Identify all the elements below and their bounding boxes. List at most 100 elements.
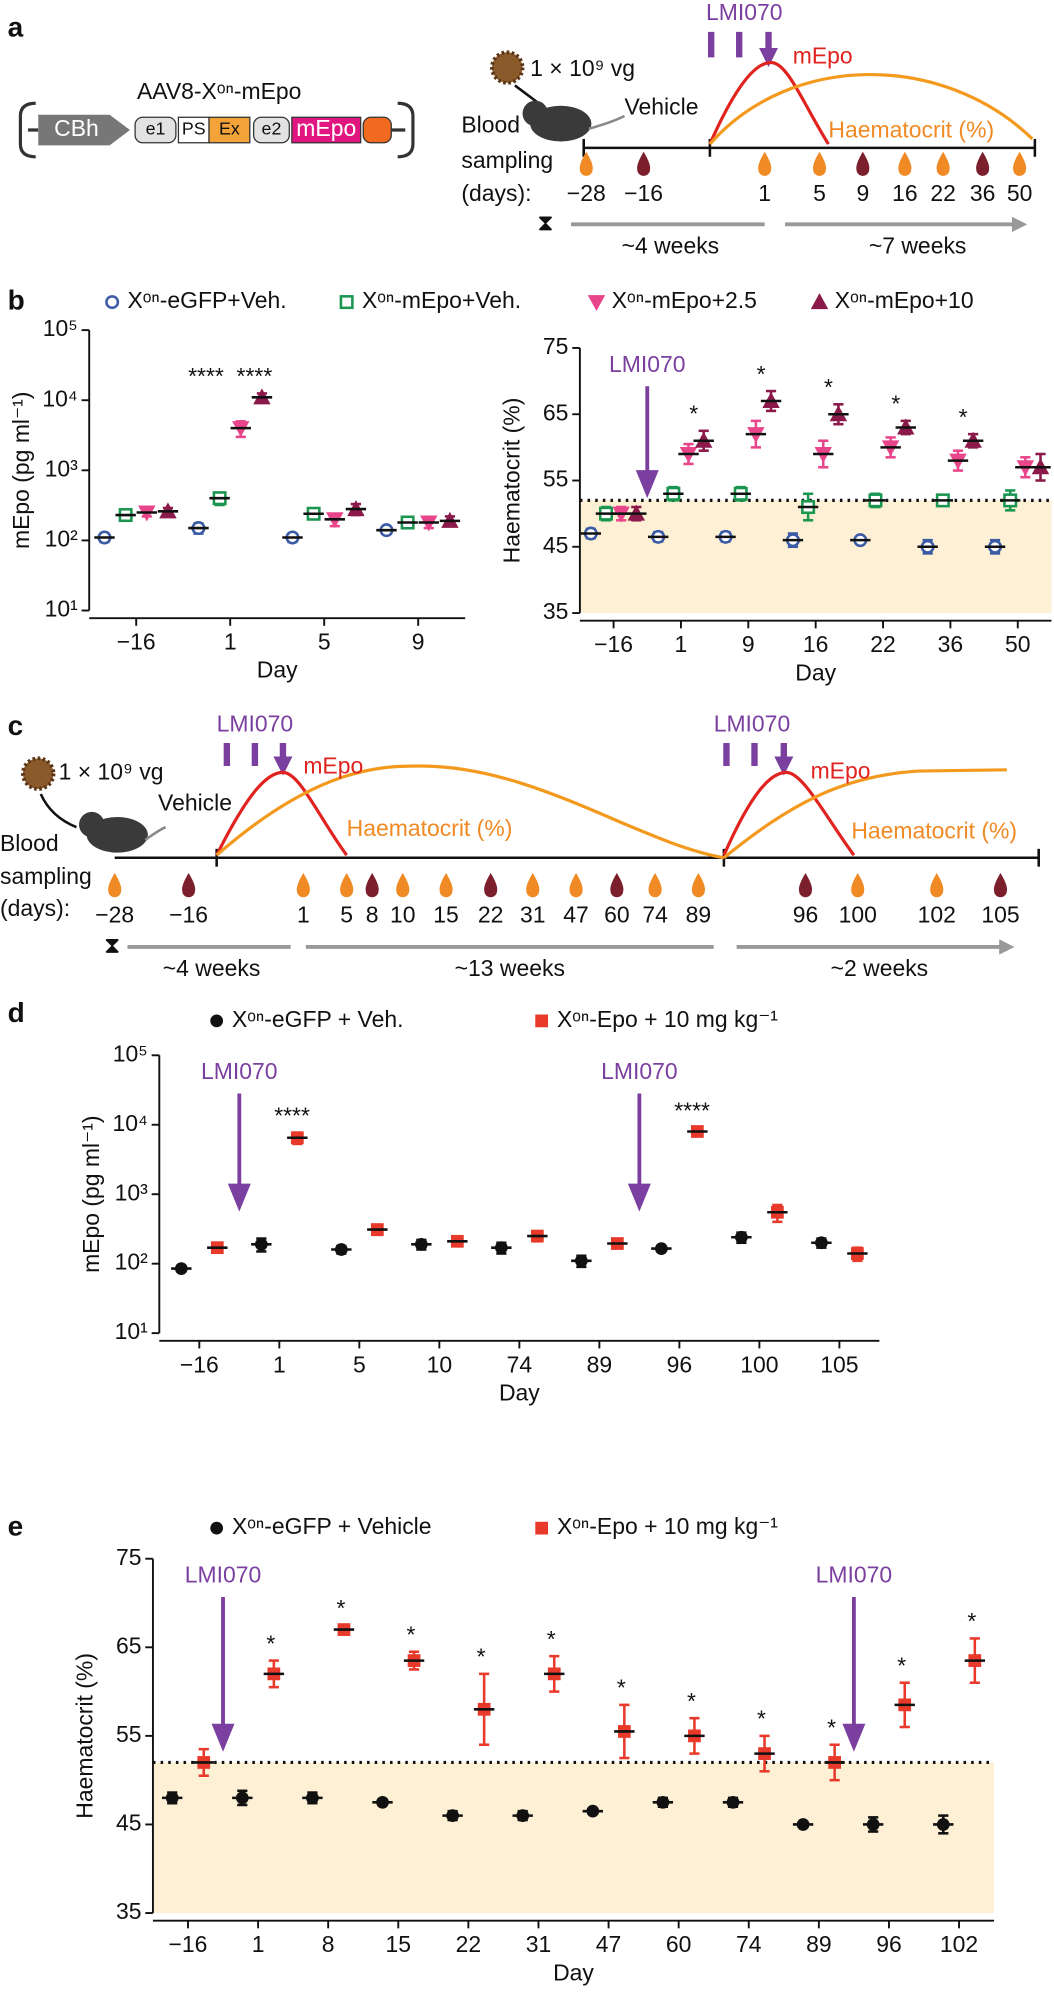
legend-marker xyxy=(535,1014,549,1028)
gene xyxy=(291,116,362,144)
legend-marker xyxy=(210,1521,224,1535)
drug-label: LMI070 xyxy=(201,1058,278,1084)
y-tick-label: 35 xyxy=(543,598,569,624)
x-tick-label: 47 xyxy=(596,1931,622,1957)
element-label: mEpo xyxy=(296,115,356,141)
itr xyxy=(18,101,415,159)
drug-arrowhead xyxy=(211,1723,235,1752)
drug-arrows xyxy=(707,31,768,57)
annotation: * xyxy=(266,1630,275,1656)
panel-a: a AAV8-Xᵒⁿ-mEpo CBh e1 PS Ex e2 mEpo 1 ×… xyxy=(8,0,1037,258)
legend-label: Xᵒⁿ-eGFP+Veh. xyxy=(127,287,286,313)
day-label: 22 xyxy=(478,901,504,927)
day-label: 60 xyxy=(604,901,630,927)
annotation: * xyxy=(891,391,900,417)
threshold-region xyxy=(152,1762,995,1914)
y-tick-label: 55 xyxy=(543,466,569,492)
drug-label: LMI070 xyxy=(601,1058,678,1084)
blood-drop xyxy=(108,873,122,898)
element-label: PS xyxy=(182,119,206,139)
legend-label: Xᵒⁿ-eGFP + Vehicle xyxy=(232,1513,432,1539)
curve-label: mEpo xyxy=(811,757,871,783)
x-tick-label: 8 xyxy=(322,1931,335,1957)
y-tick-label: 10² xyxy=(45,525,79,551)
blood-drop xyxy=(976,151,990,176)
panel-label: a xyxy=(8,12,24,43)
element-label: CBh xyxy=(54,115,99,141)
y-axis-title: mEpo (pg ml⁻¹) xyxy=(8,392,34,549)
sampling-label: (days): xyxy=(461,180,531,206)
blood-drop xyxy=(851,873,865,898)
annotation: * xyxy=(617,1675,626,1701)
blood-drop xyxy=(637,151,651,176)
vehicle: Vehicle xyxy=(624,93,698,119)
day-label: 16 xyxy=(892,180,918,206)
mouse-icon xyxy=(522,100,549,127)
duration-label: ~4 weeks xyxy=(622,232,720,258)
x-axis-title: Day xyxy=(795,659,836,685)
day-label: 15 xyxy=(433,901,459,927)
day-label: 36 xyxy=(970,180,996,206)
promoter xyxy=(38,114,130,146)
day-label: −16 xyxy=(169,901,208,927)
day-label: 100 xyxy=(839,901,877,927)
y-axis-title: Haematocrit (%) xyxy=(499,398,525,564)
day-label: 74 xyxy=(642,901,668,927)
x-tick-label: 102 xyxy=(940,1931,978,1957)
legend-label: Xᵒⁿ-mEpo+10 xyxy=(835,287,974,313)
y-tick-label: 10¹ xyxy=(45,596,79,622)
x-tick-label: 16 xyxy=(803,631,829,657)
curve-label: mEpo xyxy=(303,752,363,778)
annotation: **** xyxy=(237,363,273,389)
x-tick-label: 89 xyxy=(587,1351,613,1377)
day-label: 50 xyxy=(1007,180,1033,206)
curve-label: Haematocrit (%) xyxy=(828,116,994,142)
annotation: * xyxy=(967,1608,976,1634)
x-tick-label: 36 xyxy=(938,631,964,657)
arrow xyxy=(39,793,77,829)
mouse-tail xyxy=(588,114,626,130)
duration-label: ~7 weeks xyxy=(869,232,967,258)
annotation: * xyxy=(827,1715,836,1741)
legend-label: Xᵒⁿ-eGFP + Veh. xyxy=(232,1006,404,1032)
mouse-icon xyxy=(79,811,105,838)
x-tick-label: 74 xyxy=(736,1931,762,1957)
dose: 1 × 10⁹ vg xyxy=(530,55,635,81)
x-tick-label: 96 xyxy=(876,1931,902,1957)
x-tick-label: 96 xyxy=(667,1351,693,1377)
day-label: 5 xyxy=(813,180,826,206)
x-tick-label: 9 xyxy=(742,631,755,657)
blood-drop xyxy=(365,873,379,898)
panel-label: d xyxy=(8,997,25,1028)
drug-arrows xyxy=(723,743,783,766)
day-label: −16 xyxy=(624,180,663,206)
curve-label: mEpo xyxy=(793,42,853,68)
legend-marker xyxy=(339,295,354,310)
hourglass: ⧗ xyxy=(104,932,120,958)
exon xyxy=(252,116,290,144)
legend-label: Xᵒⁿ-Epo + 10 mg kg⁻¹ xyxy=(557,1006,778,1032)
x-tick-label: 15 xyxy=(386,1931,412,1957)
x-tick-label: 105 xyxy=(820,1351,858,1377)
annotation: * xyxy=(687,1688,696,1714)
day-label: 89 xyxy=(686,901,712,927)
legend-label: Xᵒⁿ-Epo + 10 mg kg⁻¹ xyxy=(557,1513,778,1539)
sampling-label: sampling xyxy=(0,863,92,889)
day-label: 96 xyxy=(793,901,819,927)
element-label: e1 xyxy=(146,119,166,139)
drug-arrowhead xyxy=(842,1723,866,1752)
day-label: 10 xyxy=(390,901,416,927)
vehicle: Vehicle xyxy=(158,789,232,815)
drug-label: LMI070 xyxy=(217,710,294,736)
blood-drop xyxy=(526,873,540,898)
y-axis-title: mEpo (pg ml⁻¹) xyxy=(78,1116,104,1273)
blood-drop xyxy=(758,151,772,176)
day-label: 105 xyxy=(981,901,1019,927)
sampling-label: sampling xyxy=(461,147,553,173)
blood-drop xyxy=(484,873,498,898)
y-tick-label: 10¹ xyxy=(115,1318,149,1344)
annotation: * xyxy=(757,361,766,387)
polya xyxy=(362,116,392,144)
blood-drop xyxy=(396,873,410,898)
